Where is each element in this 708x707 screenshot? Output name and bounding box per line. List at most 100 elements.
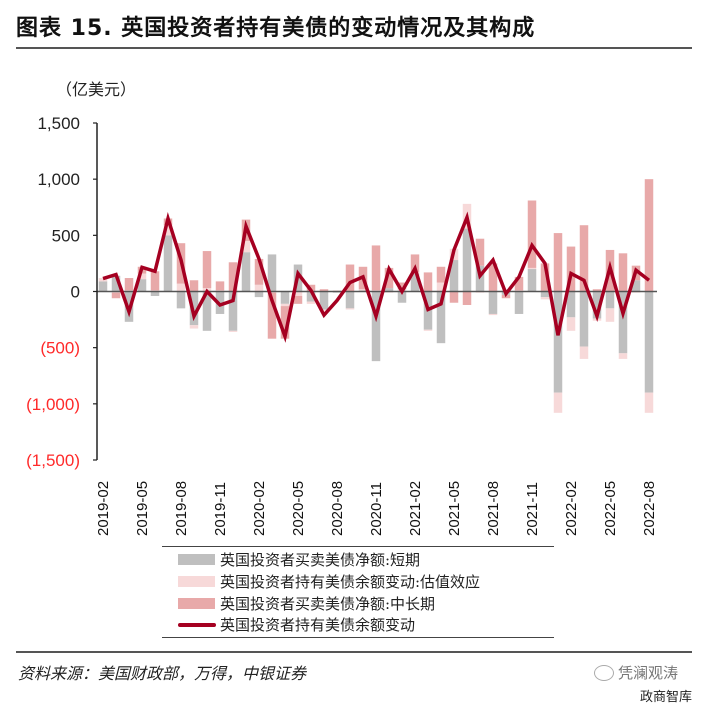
bar-segment	[228, 262, 238, 292]
x-tick-label: 2020-05	[290, 481, 307, 536]
legend-swatch-long-term	[178, 598, 215, 609]
bar-segment	[527, 269, 537, 292]
bar-segment	[475, 238, 485, 266]
bar-segment	[579, 291, 589, 347]
bar-segment	[189, 291, 199, 326]
bar-segment	[267, 292, 277, 339]
bar-segment	[592, 291, 602, 319]
bar-segment	[618, 253, 628, 292]
footer-divider	[16, 651, 692, 653]
bar-segment	[553, 392, 563, 413]
legend-item-short-term: 英国投资者买卖美债净额:短期	[178, 549, 420, 570]
bar-segment	[566, 291, 576, 318]
legend-item-valuation: 英国投资者持有美债余额变动:估值效应	[178, 571, 480, 592]
bar-segment	[137, 279, 147, 292]
bar-segment	[436, 266, 446, 283]
x-tick-label: 2021-11	[524, 482, 541, 536]
bar-segment	[605, 308, 615, 322]
x-tick-label: 2022-02	[563, 481, 580, 536]
bar-segment	[566, 246, 576, 292]
bar-segment	[540, 297, 550, 300]
bar-segment	[202, 291, 212, 331]
bar-series-group	[98, 179, 654, 413]
bar-segment	[280, 291, 290, 304]
watermark: 凭澜观涛	[594, 662, 678, 683]
bar-segment	[319, 291, 329, 310]
x-tick-label: 2021-02	[407, 481, 424, 536]
y-tick-label: 0	[71, 283, 80, 302]
bar-segment	[163, 225, 173, 236]
bar-segment	[241, 252, 251, 292]
bar-segment	[150, 271, 160, 291]
bar-segment	[280, 303, 290, 307]
bar-segment	[475, 265, 485, 292]
bar-segment	[514, 276, 524, 291]
bar-segment	[176, 283, 186, 292]
bar-segment	[228, 330, 238, 332]
watermark-secondary: 政商智库	[640, 690, 693, 705]
bar-segment	[410, 254, 420, 273]
x-tick-label: 2019-08	[173, 481, 190, 536]
bar-segment	[150, 291, 160, 296]
legend-swatch-short-term	[178, 554, 215, 565]
bar-segment	[254, 284, 264, 292]
bar-segment	[436, 291, 446, 344]
bar-segment	[540, 263, 550, 292]
bar-segment	[644, 291, 654, 393]
x-tick-label: 2021-05	[446, 481, 463, 536]
total-change-line	[102, 211, 651, 343]
chart-title: 图表 15. 英国投资者持有美债的变动情况及其构成	[16, 16, 536, 41]
x-tick-label: 2022-08	[641, 481, 658, 536]
chart-plot-area: 1,500 1,000 500 0 (500) (1,000) (1,500) 2019-0…	[26, 114, 658, 536]
bar-segment	[514, 291, 524, 314]
bar-segment	[345, 264, 355, 292]
bar-segment	[137, 273, 147, 280]
bar-segment	[631, 280, 641, 292]
bar-segment	[384, 288, 394, 292]
bar-segment	[371, 291, 381, 362]
bar-segment	[98, 281, 108, 292]
bar-segment	[579, 346, 589, 359]
bar-segment	[293, 295, 303, 304]
bar-segment	[436, 282, 446, 292]
x-tick-label: 2022-05	[602, 481, 619, 536]
bar-segment	[527, 267, 537, 270]
bar-segment	[540, 291, 550, 298]
title-divider	[16, 47, 692, 49]
watermark-text: 凭澜观涛	[618, 664, 679, 682]
legend-item-total-change: 英国投资者持有美债余额变动	[178, 614, 415, 635]
bar-segment	[111, 292, 121, 299]
bar-segment	[306, 301, 316, 304]
bar-segment	[228, 291, 238, 331]
y-axis-ticks: 1,500 1,000 500 0 (500) (1,000) (1,500)	[26, 114, 97, 470]
bar-segment	[358, 289, 368, 291]
bar-segment	[462, 291, 472, 305]
bar-segment	[579, 225, 589, 292]
bar-segment	[488, 263, 498, 292]
legend-label: 英国投资者持有美债余额变动:估值效应	[220, 573, 481, 591]
bar-segment	[449, 260, 459, 292]
bar-segment	[254, 258, 264, 285]
bar-segment	[644, 392, 654, 413]
legend-label: 英国投资者买卖美债净额:短期	[220, 551, 421, 569]
bar-segment	[605, 291, 615, 309]
y-tick-label: (1,000)	[26, 395, 80, 414]
bar-segment	[553, 291, 563, 393]
legend-swatch-valuation	[178, 576, 215, 587]
bar-segment	[527, 200, 537, 268]
x-tick-label: 2019-11	[212, 482, 229, 536]
y-axis-unit-label: （亿美元）	[56, 80, 137, 99]
bar-segment	[423, 329, 433, 331]
bar-segment	[345, 291, 355, 309]
bar-segment	[267, 254, 277, 292]
bar-segment	[215, 281, 225, 291]
bar-segment	[423, 272, 433, 292]
legend-label: 英国投资者买卖美债净额:中长期	[220, 595, 436, 613]
bar-segment	[280, 306, 290, 339]
wechat-icon	[594, 664, 614, 681]
legend-line-total-change	[178, 622, 216, 627]
x-tick-label: 2020-02	[251, 481, 268, 536]
chart-legend: 英国投资者买卖美债净额:短期 英国投资者持有美债余额变动:估值效应 英国投资者买…	[162, 546, 554, 638]
x-tick-label: 2020-08	[329, 481, 346, 536]
y-tick-label: 1,000	[37, 170, 80, 189]
